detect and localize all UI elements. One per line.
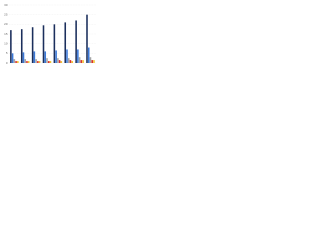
y-tick-label: 20 bbox=[4, 22, 8, 26]
bar bbox=[31, 27, 34, 63]
y-tick-label: 5 bbox=[6, 51, 8, 55]
bar bbox=[87, 47, 90, 63]
y-tick-label: 0 bbox=[6, 61, 8, 65]
bar bbox=[64, 22, 67, 63]
bar bbox=[58, 60, 61, 63]
bar bbox=[86, 14, 88, 63]
bar bbox=[49, 61, 52, 63]
bar bbox=[60, 61, 63, 63]
y-tick-label: 10 bbox=[4, 41, 8, 45]
bar bbox=[55, 50, 57, 63]
bar bbox=[15, 61, 17, 63]
bar bbox=[80, 60, 83, 63]
bar bbox=[42, 25, 45, 63]
bar bbox=[89, 57, 92, 63]
bar bbox=[53, 24, 56, 63]
y-tick-label: 25 bbox=[4, 12, 8, 16]
bar bbox=[91, 60, 93, 63]
bar bbox=[47, 61, 50, 63]
bar bbox=[10, 30, 12, 64]
bar bbox=[57, 58, 59, 63]
bar bbox=[75, 20, 77, 63]
bar bbox=[20, 29, 23, 64]
bar bbox=[67, 58, 70, 63]
bar bbox=[38, 61, 41, 63]
bar bbox=[46, 58, 48, 63]
bar bbox=[71, 61, 73, 63]
bar bbox=[69, 60, 72, 63]
bar bbox=[33, 51, 36, 63]
bar bbox=[78, 57, 81, 63]
bar bbox=[26, 61, 28, 63]
bar bbox=[77, 49, 79, 63]
bar bbox=[11, 53, 14, 63]
bar bbox=[13, 59, 16, 63]
y-tick-label: 30 bbox=[4, 3, 8, 7]
y-tick-label: 15 bbox=[4, 32, 8, 36]
bar bbox=[22, 52, 25, 63]
bar bbox=[66, 49, 68, 63]
bar bbox=[27, 61, 30, 63]
bar bbox=[35, 59, 37, 63]
bar bbox=[44, 51, 47, 63]
bar bbox=[93, 60, 95, 63]
bar bbox=[24, 59, 27, 63]
chart: 0 5 10 15 20 25 30 bbox=[4, 3, 96, 65]
bar bbox=[82, 60, 84, 63]
bar bbox=[37, 61, 39, 63]
bar bbox=[17, 61, 19, 63]
